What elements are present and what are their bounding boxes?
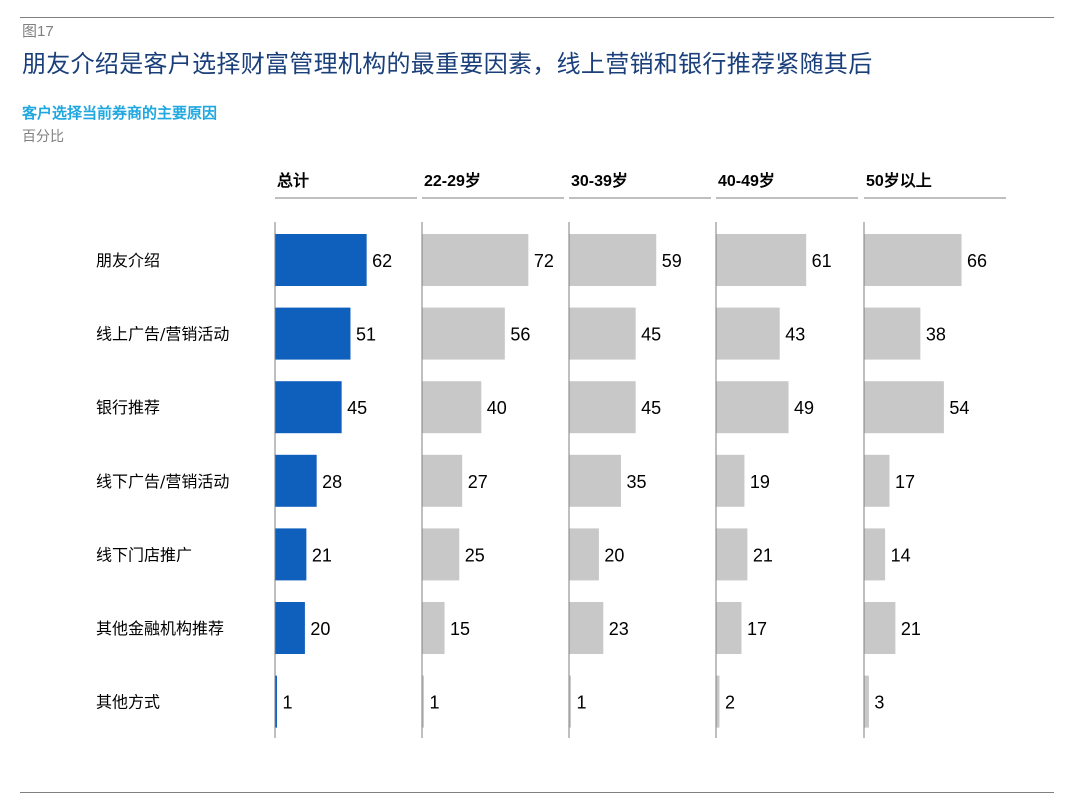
category-label: 其他金融机构推荐	[96, 619, 224, 638]
bar	[716, 454, 745, 507]
bar	[569, 675, 571, 728]
bar	[422, 381, 482, 434]
bar	[864, 234, 962, 286]
value-label: 15	[450, 619, 470, 639]
value-label: 20	[604, 545, 624, 565]
value-label: 20	[310, 619, 330, 639]
panel-header: 40-49岁	[718, 171, 775, 190]
bar	[422, 307, 505, 360]
bar	[716, 528, 748, 581]
value-label: 62	[372, 251, 392, 271]
value-label: 45	[641, 398, 661, 418]
bar	[422, 234, 529, 286]
value-label: 40	[487, 398, 507, 418]
bar	[864, 602, 896, 654]
bar	[569, 528, 599, 581]
bar	[716, 307, 780, 360]
bar	[275, 528, 307, 581]
panel-header: 50岁以上	[866, 171, 932, 190]
bar	[569, 234, 657, 286]
bar	[864, 528, 886, 581]
value-label: 49	[794, 398, 814, 418]
value-label: 56	[510, 325, 530, 345]
bar	[864, 381, 944, 434]
value-label: 35	[626, 472, 646, 492]
value-label: 3	[874, 693, 884, 713]
value-label: 27	[468, 472, 488, 492]
bar	[864, 675, 869, 728]
value-label: 21	[753, 545, 773, 565]
bar	[422, 528, 460, 581]
value-label: 17	[895, 472, 915, 492]
bar	[716, 234, 807, 286]
value-label: 23	[609, 619, 629, 639]
bar	[716, 602, 742, 654]
bar	[716, 381, 789, 434]
value-label: 38	[926, 325, 946, 345]
category-label: 银行推荐	[96, 398, 160, 417]
value-label: 21	[312, 545, 332, 565]
panel-header: 30-39岁	[571, 171, 628, 190]
bottom-rule	[20, 792, 1054, 793]
bar	[275, 602, 305, 654]
panel-header: 22-29岁	[424, 171, 481, 190]
value-label: 25	[465, 545, 485, 565]
bar	[275, 234, 367, 286]
value-label: 21	[901, 619, 921, 639]
bar	[569, 381, 636, 434]
category-label: 朋友介绍	[96, 251, 160, 270]
value-label: 1	[429, 693, 439, 713]
value-label: 1	[576, 693, 586, 713]
bar	[275, 675, 277, 728]
value-label: 66	[967, 251, 987, 271]
value-label: 61	[812, 251, 832, 271]
category-label: 线下广告/营销活动	[96, 472, 229, 491]
value-label: 59	[662, 251, 682, 271]
bar	[569, 602, 604, 654]
bar	[864, 454, 890, 507]
bar	[422, 675, 424, 728]
category-label: 线上广告/营销活动	[96, 325, 229, 344]
value-label: 28	[322, 472, 342, 492]
category-label: 线下门店推广	[96, 545, 192, 564]
value-label: 19	[750, 472, 770, 492]
bar	[864, 307, 921, 360]
bar	[275, 454, 317, 507]
category-label: 其他方式	[96, 693, 160, 712]
value-label: 2	[725, 693, 735, 713]
bar	[569, 454, 621, 507]
figure-number: 图17	[22, 23, 54, 40]
bar	[422, 602, 445, 654]
bar	[275, 381, 342, 434]
value-label: 51	[356, 325, 376, 345]
chart-title: 客户选择当前券商的主要原因	[22, 104, 218, 122]
bar	[275, 307, 351, 360]
bar	[569, 307, 636, 360]
bar	[716, 675, 720, 728]
value-label: 72	[534, 251, 554, 271]
unit-label: 百分比	[22, 129, 64, 145]
value-label: 45	[347, 398, 367, 418]
value-label: 45	[641, 325, 661, 345]
value-label: 1	[282, 693, 292, 713]
value-label: 14	[891, 545, 911, 565]
value-label: 54	[949, 398, 969, 418]
value-label: 43	[785, 325, 805, 345]
bar	[422, 454, 463, 507]
value-label: 17	[747, 619, 767, 639]
top-rule	[20, 17, 1054, 18]
panel-header: 总计	[277, 171, 309, 190]
page-title: 朋友介绍是客户选择财富管理机构的最重要因素，线上营销和银行推荐紧随其后	[22, 50, 873, 78]
